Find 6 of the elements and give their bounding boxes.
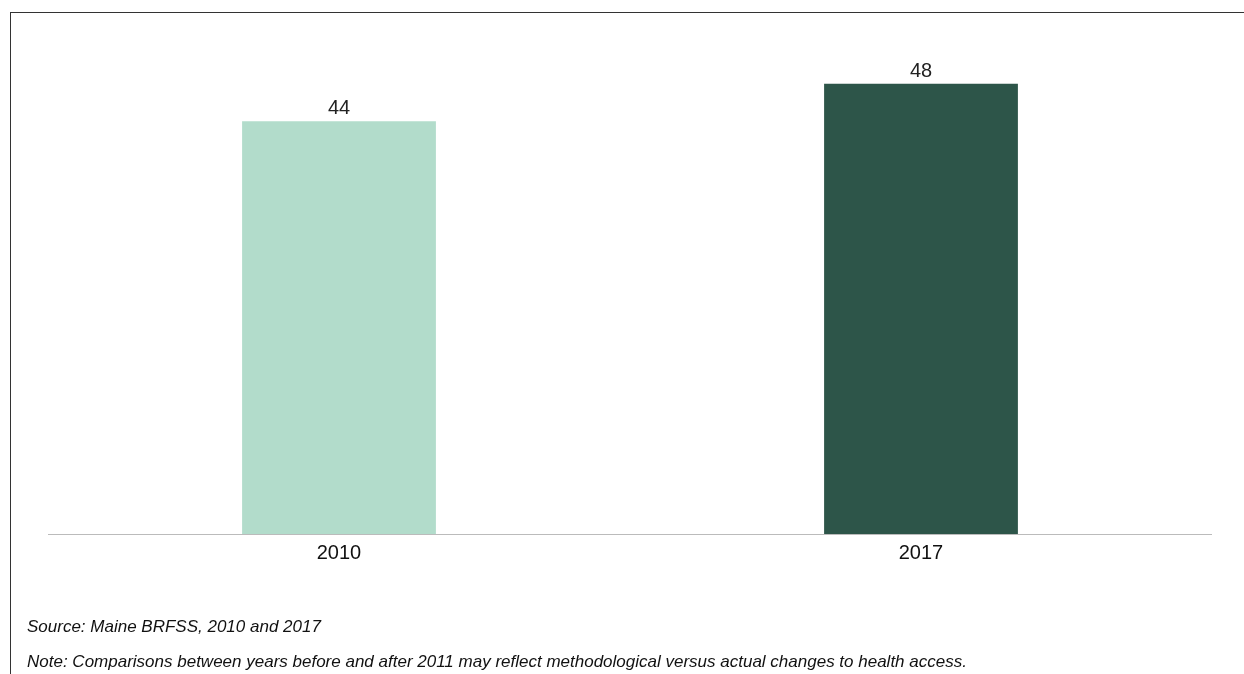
source-note: Source: Maine BRFSS, 2010 and 2017 [27, 617, 322, 636]
data-label: 48 [909, 58, 933, 81]
x-tick-label: 2010 [316, 541, 362, 563]
data-label: 44 [327, 96, 351, 119]
text: Note: Comparisons between years before and after 2011 may reflect methodological versus actual changes to health access. [27, 652, 967, 671]
x-tick-label: 2017 [898, 541, 944, 563]
